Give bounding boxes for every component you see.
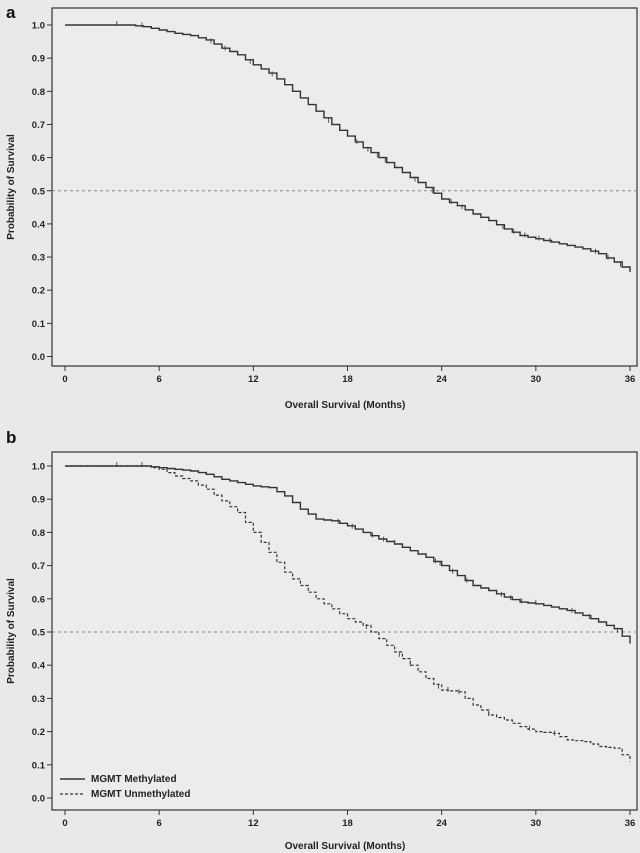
- panel-b-y-axis: 0.0 0.1 0.2 0.3 0.4 0.5 0.6 0.7 0.8 0.9 1.0: [32, 462, 52, 805]
- y-tick-label: 0.9: [32, 495, 45, 506]
- panel-b-x-axis-title: Overall Survival (Months): [285, 841, 406, 852]
- y-tick-label: 0.5: [32, 628, 46, 639]
- y-tick-label: 0.2: [32, 286, 45, 297]
- y-tick-label: 0.3: [32, 694, 45, 705]
- panel-a: a 0.0 0.1 0.2 0.3 0.4 0.5 0.6 0.7 0.8 0.9 1.0 0 6 12…: [6, 3, 638, 411]
- y-tick-label: 0.3: [32, 253, 45, 264]
- x-tick-label: 24: [436, 374, 447, 385]
- x-tick-label: 18: [342, 374, 353, 385]
- legend-label-methylated: MGMT Methylated: [91, 774, 177, 785]
- x-tick-label: 24: [436, 818, 447, 829]
- panel-b-plot-area: [51, 451, 638, 811]
- series-all-patients: [65, 24, 631, 272]
- y-tick-label: 0.7: [32, 120, 45, 131]
- x-tick-label: 0: [62, 374, 67, 385]
- x-tick-label: 6: [157, 818, 162, 829]
- panel-a-letter: a: [6, 3, 16, 22]
- y-tick-label: 0.4: [32, 661, 46, 672]
- panel-b-legend: MGMT Methylated MGMT Unmethylated: [60, 774, 190, 800]
- panel-b-series: [65, 462, 631, 762]
- y-tick-label: 0.1: [32, 760, 46, 771]
- y-tick-label: 0.8: [32, 87, 45, 98]
- y-tick-label: 0.1: [32, 319, 46, 330]
- panel-b-y-axis-title: Probability of Survival: [6, 578, 17, 684]
- panel-a-y-axis: 0.0 0.1 0.2 0.3 0.4 0.5 0.6 0.7 0.8 0.9 1.0: [32, 21, 52, 363]
- y-tick-label: 0.5: [32, 186, 46, 197]
- x-tick-label: 0: [62, 818, 67, 829]
- panel-a-y-axis-title: Probability of Survival: [6, 134, 17, 240]
- legend-label-unmethylated: MGMT Unmethylated: [91, 789, 190, 800]
- x-tick-label: 30: [531, 374, 542, 385]
- x-tick-label: 6: [157, 374, 162, 385]
- y-tick-label: 0.8: [32, 528, 45, 539]
- y-tick-label: 0.2: [32, 727, 45, 738]
- x-tick-label: 12: [248, 374, 259, 385]
- panel-b: b 0.0 0.1 0.2 0.3 0.4 0.5 0.6 0.7 0.8 0.9 1.0 0 6 12…: [6, 428, 638, 852]
- series-mgmt-unmethylated: [65, 465, 631, 762]
- y-tick-label: 0.0: [32, 352, 45, 363]
- y-tick-label: 0.6: [32, 153, 45, 164]
- panel-a-x-axis-title: Overall Survival (Months): [285, 400, 406, 411]
- x-tick-label: 18: [342, 818, 353, 829]
- panel-a-series: [65, 21, 631, 272]
- x-tick-label: 30: [531, 818, 542, 829]
- y-tick-label: 1.0: [32, 21, 45, 32]
- panel-b-x-axis: 0 6 12 18 24 30 36: [62, 810, 635, 829]
- panel-b-letter: b: [6, 428, 16, 447]
- y-tick-label: 0.9: [32, 54, 45, 65]
- y-tick-label: 0.4: [32, 219, 46, 230]
- y-tick-label: 0.6: [32, 594, 45, 605]
- x-tick-label: 36: [625, 374, 636, 385]
- y-tick-label: 1.0: [32, 462, 45, 473]
- panel-a-plot-area: [51, 7, 638, 367]
- series-mgmt-methylated: [65, 465, 631, 644]
- y-tick-label: 0.7: [32, 561, 45, 572]
- y-tick-label: 0.0: [32, 794, 45, 805]
- panel-a-x-axis: 0 6 12 18 24 30 36: [62, 366, 635, 385]
- x-tick-label: 12: [248, 818, 259, 829]
- x-tick-label: 36: [625, 818, 636, 829]
